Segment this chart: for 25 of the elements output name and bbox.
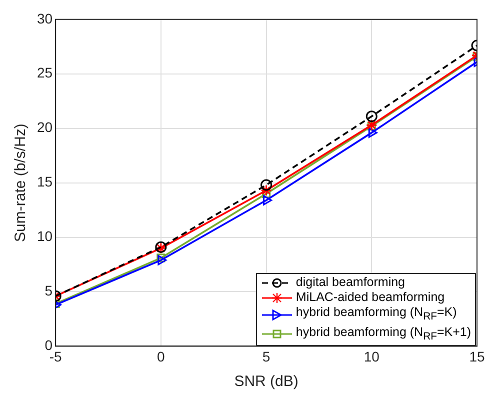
y-tick-label: 30 (36, 10, 53, 26)
legend-label: MiLAC-aided beamforming (296, 290, 445, 305)
y-tick-label: 20 (36, 119, 53, 136)
y-axis-title: Sum-rate (b/s/Hz) (12, 124, 30, 242)
point (263, 195, 272, 206)
x-tick-label: 15 (469, 348, 485, 364)
point (260, 184, 272, 196)
x-axis-title: SNR (dB) (234, 373, 298, 390)
x-tick-label: 0 (157, 348, 166, 364)
point (366, 110, 378, 122)
point (158, 255, 167, 266)
legend-label: digital beamforming (296, 275, 406, 290)
point (156, 254, 166, 262)
y-tick-label: 15 (36, 174, 53, 190)
x-tick-label: 10 (364, 348, 380, 364)
x-tick-label: 5 (262, 348, 270, 364)
y-tick-label: 10 (36, 228, 53, 244)
y-tick-label: 5 (44, 282, 53, 299)
legend-label: hybrid beamforming (N$_{RF}$=K+1) (296, 324, 471, 344)
y-tick-label: 0 (44, 337, 53, 354)
point (366, 119, 378, 131)
point (367, 122, 376, 130)
point (260, 179, 272, 191)
legend-label: hybrid beamforming (N$_{RF}$=K) (296, 305, 457, 324)
y-tick-label: 25 (36, 64, 53, 81)
